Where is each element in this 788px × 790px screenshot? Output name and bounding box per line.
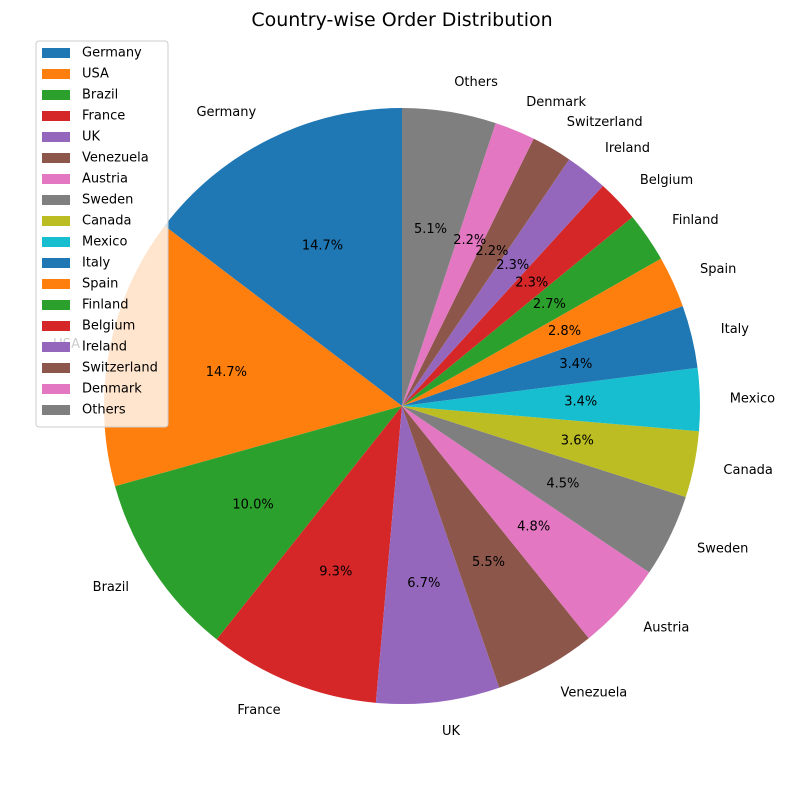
legend-swatch-usa — [42, 69, 70, 79]
slice-label-france: France — [237, 703, 280, 718]
slice-label-ireland: Ireland — [605, 141, 650, 156]
percent-label-mexico: 3.4% — [564, 395, 597, 410]
legend-swatch-sweden — [42, 195, 70, 205]
legend-swatch-brazil — [42, 90, 70, 100]
pie-slice-spain — [402, 258, 683, 406]
legend-label-finland: Finland — [82, 298, 128, 313]
chart-title: Country-wise Order Distribution — [251, 9, 552, 31]
percent-label-denmark: 2.2% — [453, 233, 486, 248]
percent-label-brazil: 10.0% — [232, 497, 273, 512]
legend-swatch-mexico — [42, 237, 70, 247]
percent-label-finland: 2.7% — [533, 297, 566, 312]
legend-swatch-belgium — [42, 321, 70, 331]
pie-slice-finland — [402, 217, 662, 406]
percent-label-sweden: 4.5% — [546, 477, 579, 492]
legend-label-germany: Germany — [82, 46, 142, 61]
slice-label-venezuela: Venezuela — [561, 685, 628, 700]
pie-slice-denmark — [402, 123, 534, 406]
percent-label-others: 5.1% — [414, 222, 447, 237]
percent-label-switzerland: 2.2% — [475, 244, 508, 259]
slice-label-others: Others — [454, 75, 498, 90]
legend-swatch-germany — [42, 48, 70, 58]
legend-label-canada: Canada — [82, 214, 131, 229]
slice-label-uk: UK — [442, 724, 461, 739]
legend-swatch-uk — [42, 132, 70, 142]
legend-label-mexico: Mexico — [82, 235, 127, 250]
legend-swatch-venezuela — [42, 153, 70, 163]
pie-slice-switzerland — [402, 138, 570, 406]
slice-label-denmark: Denmark — [526, 95, 586, 110]
pie-slice-italy — [402, 306, 698, 406]
pie-slice-austria — [402, 406, 650, 639]
legend-label-venezuela: Venezuela — [82, 151, 149, 166]
slice-label-switzerland: Switzerland — [567, 115, 643, 130]
legend-swatch-france — [42, 111, 70, 121]
pie-slice-uk — [375, 406, 500, 704]
legend-label-switzerland: Switzerland — [82, 361, 158, 376]
legend-swatch-ireland — [42, 342, 70, 352]
pie-slice-canada — [402, 406, 699, 498]
percent-label-belgium: 2.3% — [515, 275, 548, 290]
percent-labels: 14.7% 14.7% 10.0% 9.3% 6.7% 5.5% 4.8% 4.5% 3.6% 3… — [206, 222, 598, 591]
percent-label-ireland: 2.3% — [496, 258, 529, 273]
pie-slices — [103, 108, 700, 704]
legend-label-usa: USA — [82, 67, 109, 82]
legend-label-sweden: Sweden — [82, 193, 133, 208]
legend: Germany USA Brazil France UK Venezuela Austria… — [35, 40, 169, 428]
legend-label-brazil: Brazil — [82, 88, 118, 103]
pie-slice-others — [402, 108, 496, 406]
slice-label-spain: Spain — [700, 262, 736, 277]
percent-label-usa: 14.7% — [206, 365, 247, 380]
slice-label-brazil: Brazil — [93, 580, 129, 595]
legend-swatch-switzerland — [42, 363, 70, 373]
slice-label-belgium: Belgium — [640, 173, 693, 188]
legend-swatch-denmark — [42, 384, 70, 394]
percent-label-canada: 3.6% — [561, 434, 594, 449]
pie-slice-sweden — [402, 406, 686, 573]
percent-label-italy: 3.4% — [559, 357, 592, 372]
pie-slice-france — [216, 406, 402, 703]
legend-label-uk: UK — [82, 130, 101, 145]
slice-label-germany: Germany — [196, 105, 256, 120]
percent-label-france: 9.3% — [319, 565, 352, 580]
legend-label-france: France — [82, 109, 125, 124]
slice-label-finland: Finland — [672, 213, 718, 228]
pie-slice-mexico — [402, 367, 700, 432]
percent-label-venezuela: 5.5% — [472, 555, 505, 570]
legend-swatch-finland — [42, 300, 70, 310]
legend-swatch-italy — [42, 258, 70, 268]
percent-label-uk: 6.7% — [407, 576, 440, 591]
legend-label-belgium: Belgium — [82, 319, 135, 334]
legend-label-denmark: Denmark — [82, 382, 142, 397]
slice-label-canada: Canada — [723, 463, 772, 478]
legend-swatch-others — [42, 405, 70, 415]
pie-slice-ireland — [402, 159, 603, 406]
legend-swatch-austria — [42, 174, 70, 184]
legend-label-italy: Italy — [82, 256, 111, 271]
pie-slice-germany — [164, 108, 402, 406]
slice-label-austria: Austria — [643, 620, 689, 635]
slice-label-italy: Italy — [721, 322, 750, 337]
pie-slice-venezuela — [402, 406, 589, 688]
pie-slice-brazil — [115, 406, 402, 640]
legend-label-others: Others — [82, 403, 126, 418]
legend-swatch-spain — [42, 279, 70, 289]
percent-label-austria: 4.8% — [517, 519, 550, 534]
legend-label-austria: Austria — [82, 172, 128, 187]
slice-label-sweden: Sweden — [697, 542, 748, 557]
percent-label-spain: 2.8% — [548, 324, 581, 339]
pie-slice-usa — [103, 225, 402, 487]
legend-swatch-canada — [42, 216, 70, 226]
percent-label-germany: 14.7% — [302, 238, 343, 253]
legend-label-ireland: Ireland — [82, 340, 127, 355]
legend-label-spain: Spain — [82, 277, 118, 292]
slice-label-mexico: Mexico — [730, 391, 775, 406]
pie-slice-belgium — [402, 185, 633, 406]
